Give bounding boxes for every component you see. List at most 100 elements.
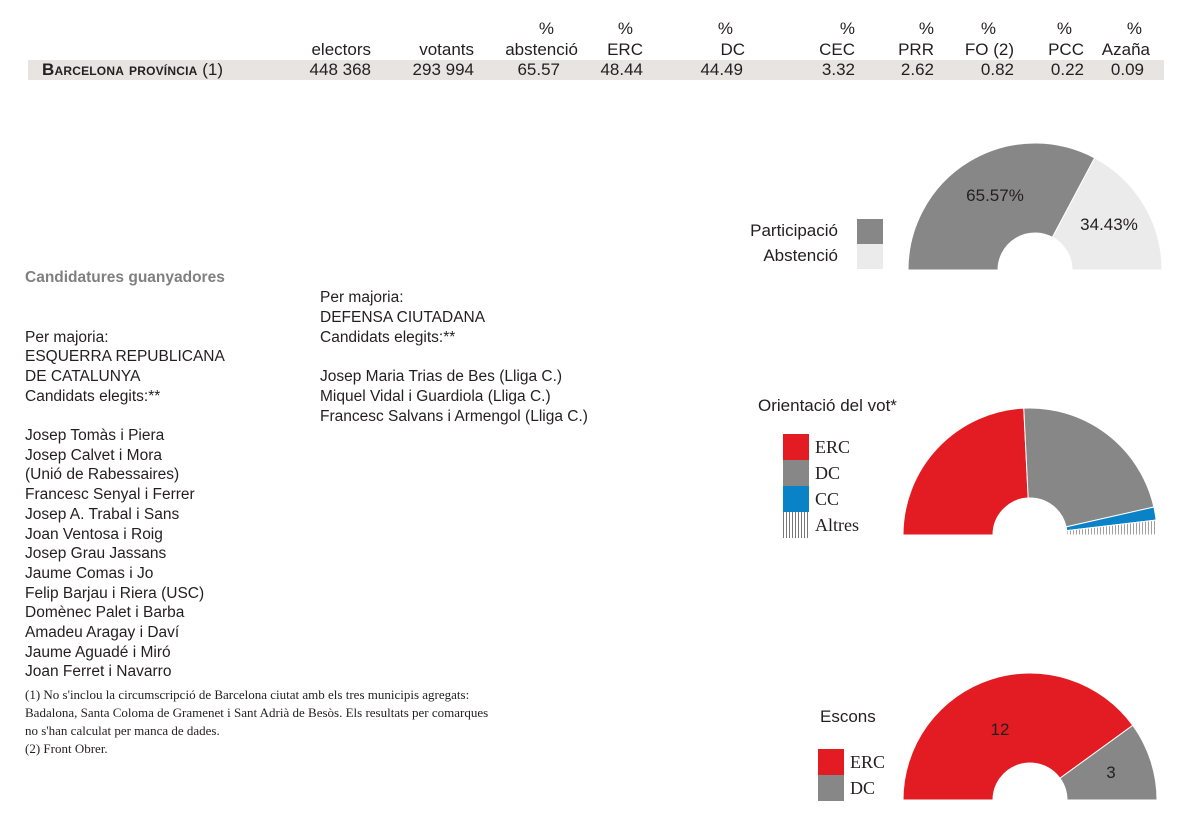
legend-swatch	[783, 512, 809, 538]
legend-item: DC	[783, 460, 859, 486]
candidate-line: Domènec Palet i Barba	[25, 604, 185, 622]
chart-escons: 12 3	[902, 672, 1158, 801]
legend-swatch-abstencio	[857, 244, 883, 269]
data-label: 3	[1106, 763, 1115, 782]
header-pct: %	[918, 19, 934, 38]
cell-azana: 0.09	[1084, 60, 1164, 80]
cell-abstencio: 65.57	[474, 60, 578, 80]
header-label-row: electors votants abstenció ERC DC CEC PR…	[28, 39, 1164, 60]
header-erc: ERC	[607, 40, 643, 59]
slice-dc	[1023, 407, 1155, 528]
header-pct	[371, 18, 474, 39]
slice-abstenci	[1051, 157, 1163, 271]
legend-swatch	[818, 775, 844, 801]
legend-item: ERC	[818, 749, 885, 775]
candidate-line: Miquel Vidal i Guardiola (Lliga C.)	[320, 387, 551, 405]
header-pct-row: % % % % % % % %	[28, 18, 1164, 39]
legend-label: ERC	[850, 751, 886, 772]
cell-fo: 0.82	[934, 60, 1014, 80]
header-abstencio: abstenció	[505, 40, 578, 59]
candidates-col2: Per majoria: DEFENSA CIUTADANA Candidats e…	[320, 249, 588, 446]
candidate-line: Amadeu Aragay i Daví	[25, 624, 180, 642]
footnote-line: (2) Front Obrer.	[25, 741, 108, 756]
row-name: Barcelona província	[42, 60, 198, 79]
legend-label: DC	[815, 462, 841, 483]
cell-prr: 2.62	[855, 60, 934, 80]
candidate-line: (Unió de Rabessaires)	[25, 466, 180, 484]
chart-participacio: 65.57% 34.43%	[907, 142, 1163, 271]
legend-swatch-participacio	[857, 219, 883, 244]
data-label: 12	[991, 720, 1010, 739]
candidate-line	[320, 348, 588, 368]
legend-item: CC	[783, 486, 859, 512]
candidate-line: DE CATALUNYA	[25, 367, 141, 385]
header-electors: electors	[311, 40, 371, 59]
candidates-list-erc: Per majoria: ESQUERRA REPUBLICANA DE CATAL…	[25, 328, 225, 683]
results-table: % % % % % % % % electors votants abstenc…	[28, 18, 1164, 80]
legend-item: ERC	[783, 434, 859, 460]
header-pct: %	[839, 19, 855, 38]
chart-orientacio	[902, 407, 1158, 536]
header-pct: %	[980, 19, 996, 38]
cell-pcc: 0.22	[1014, 60, 1084, 80]
candidate-line: Josep Tomàs i Piera	[25, 427, 165, 445]
candidate-line: Joan Ferret i Navarro	[25, 663, 172, 681]
row-name-cell: Barcelona província (1)	[28, 60, 268, 80]
slice-erc	[902, 672, 1134, 801]
candidate-line: Jaume Aguadé i Miró	[25, 643, 171, 661]
candidate-line: Candidats elegits:**	[25, 387, 161, 405]
table-row: Barcelona província (1) 448 368 293 994 …	[28, 60, 1164, 80]
candidate-line	[25, 406, 225, 426]
header-votants: votants	[419, 40, 474, 59]
slice-participaci	[907, 142, 1096, 271]
header-pct: %	[617, 19, 633, 38]
candidate-line: Josep Grau Jassans	[25, 545, 167, 563]
slice-erc	[902, 407, 1029, 536]
header-pct: %	[538, 19, 554, 38]
header-azana: Azaña	[1101, 40, 1150, 59]
data-label: 65.57%	[966, 186, 1024, 205]
candidate-line: Francesc Senyal i Ferrer	[25, 486, 195, 504]
footnote-line: no s'han calculat per manca de dades.	[25, 723, 220, 738]
candidates-list-dc: Per majoria: DEFENSA CIUTADANA Candidats e…	[320, 288, 588, 426]
header-cec: CEC	[819, 40, 855, 59]
candidate-line: Per majoria:	[320, 289, 404, 307]
cell-dc: 44.49	[643, 60, 755, 80]
header-pct: %	[1126, 19, 1142, 38]
candidate-line: Francesc Salvans i Armengol (Lliga C.)	[320, 407, 588, 425]
candidate-line: Candidats elegits:**	[320, 328, 456, 346]
legend-label-participacio: Participació	[750, 221, 838, 240]
slice-dc	[1059, 724, 1158, 801]
header-pct: %	[1056, 19, 1072, 38]
candidate-line: Josep Calvet i Mora	[25, 446, 162, 464]
legend-swatch	[818, 749, 844, 775]
legend-label-abstencio: Abstenció	[763, 246, 838, 265]
cell-votants: 293 994	[371, 60, 474, 80]
legend-item: Altres	[783, 512, 859, 538]
candidate-line: DEFENSA CIUTADANA	[320, 309, 486, 327]
header-pcc: PCC	[1048, 40, 1084, 59]
row-note: (1)	[197, 60, 223, 79]
candidates-heading: Candidatures guanyadores	[25, 269, 225, 287]
chart-title-escons: Escons	[820, 707, 876, 726]
cell-cec: 3.32	[755, 60, 855, 80]
candidate-line: Felip Barjau i Riera (USC)	[25, 584, 205, 602]
legend-swatch	[783, 434, 809, 460]
candidate-line: Josep A. Trabal i Sans	[25, 505, 180, 523]
footnote-line: Badalona, Santa Coloma de Gramenet i San…	[25, 705, 489, 720]
legend-label: ERC	[815, 436, 851, 457]
legend-label: Altres	[815, 514, 859, 535]
footnote-line: (1) No s'inclou la circumscripció de Bar…	[25, 687, 470, 702]
candidate-line: Per majoria:	[25, 328, 109, 346]
header-fo: FO (2)	[964, 40, 1014, 59]
legend-item: DC	[818, 775, 885, 801]
footnotes: (1) No s'inclou la circumscripció de Bar…	[25, 686, 488, 758]
legend-label: DC	[850, 777, 876, 798]
candidate-line: Jaume Comas i Jo	[25, 564, 154, 582]
slice-altres	[1066, 519, 1158, 536]
header-prr: PRR	[898, 40, 934, 59]
candidates-col1: Candidatures guanyadores Per majoria: ESQ…	[25, 229, 225, 702]
candidate-line: ESQUERRA REPUBLICANA	[25, 348, 225, 366]
legend-label: CC	[815, 488, 840, 509]
candidate-line: Joan Ventosa i Roig	[25, 525, 163, 543]
